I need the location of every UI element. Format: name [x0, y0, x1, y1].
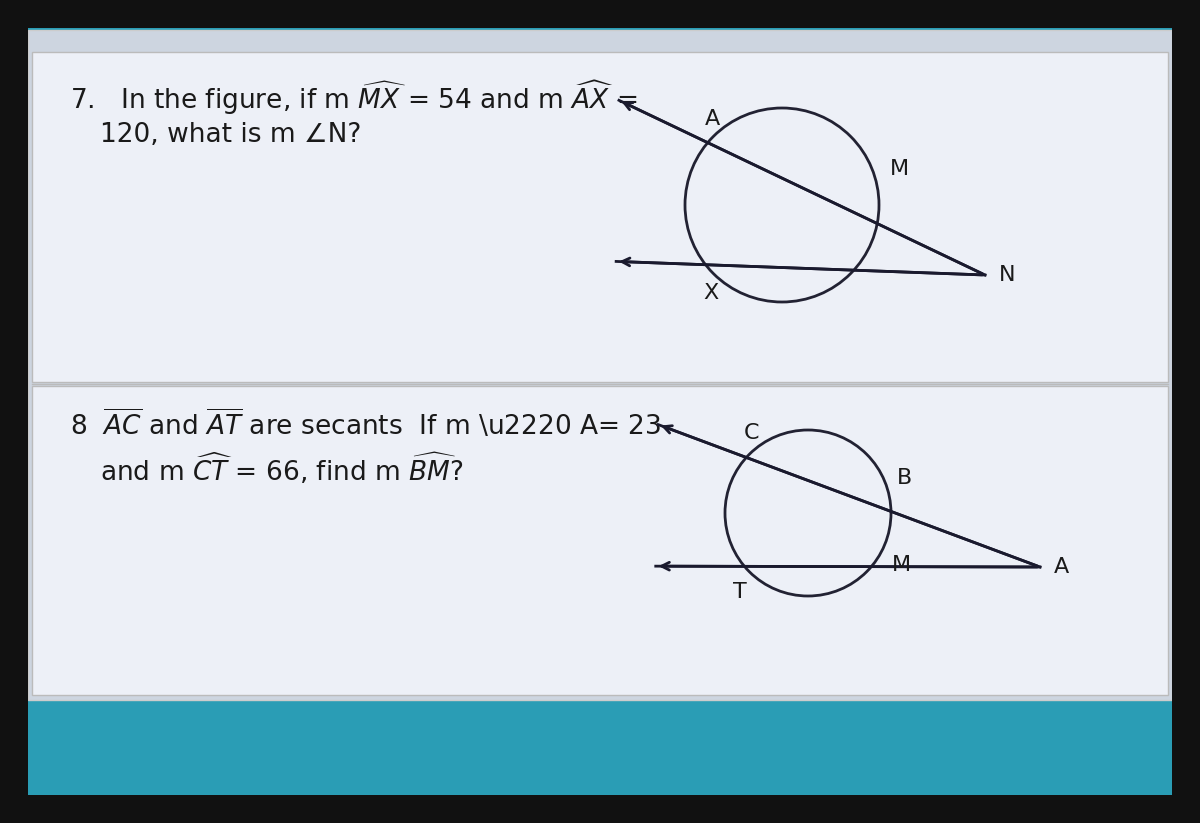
Text: M: M — [892, 555, 911, 574]
Bar — [32, 386, 1168, 695]
Text: 7.   In the figure, if m $\widehat{MX}$ = 54 and m $\widehat{AX}$ =: 7. In the figure, if m $\widehat{MX}$ = … — [70, 78, 637, 117]
Text: N: N — [998, 265, 1015, 285]
Text: M: M — [890, 159, 910, 179]
Text: 8  $\overline{AC}$ and $\overline{AT}$ are secants  If m \u2220 A= 23: 8 $\overline{AC}$ and $\overline{AT}$ ar… — [70, 408, 661, 440]
Bar — [28, 30, 1172, 700]
Bar — [0, 0, 28, 823]
Text: T: T — [732, 583, 746, 602]
Text: A: A — [1054, 557, 1069, 577]
Bar — [32, 52, 1168, 382]
Text: C: C — [744, 424, 760, 444]
Text: and m $\widehat{CT}$ = 66, find m $\widehat{BM}$?: and m $\widehat{CT}$ = 66, find m $\wide… — [100, 452, 463, 487]
Bar — [1172, 0, 1200, 823]
Text: B: B — [898, 468, 912, 488]
Text: X: X — [703, 283, 718, 303]
Text: A: A — [706, 109, 720, 128]
Bar — [0, 795, 1200, 823]
Text: 120, what is m ∠N?: 120, what is m ∠N? — [100, 122, 361, 148]
Bar — [0, 0, 1200, 28]
